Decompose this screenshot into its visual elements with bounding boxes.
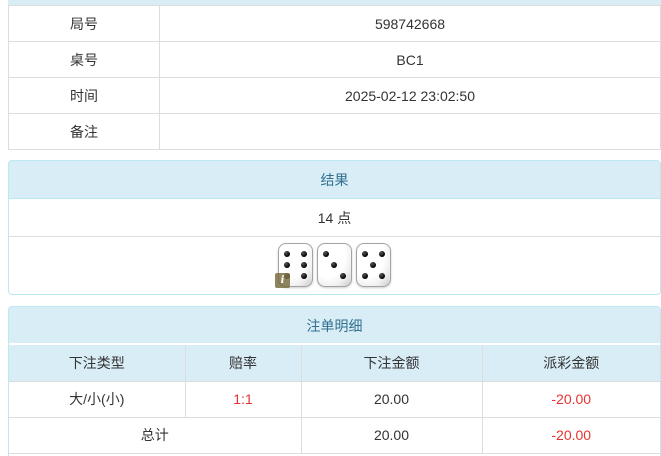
dice-row: i	[9, 237, 660, 293]
total-payout-amount: -20.00	[481, 416, 660, 454]
table-header-row: 下注类型 赔率 下注金额 派彩金额	[9, 345, 660, 382]
time-label: 时间	[8, 77, 160, 114]
round-id-label: 局号	[8, 5, 160, 42]
col-header-bet-type: 下注类型	[9, 345, 186, 382]
die-3-icon	[317, 243, 352, 287]
table-row: 大/小(小) 1:1 20.00 -20.00	[9, 380, 660, 418]
table-row: 时间 2025-02-12 23:02:50	[8, 77, 661, 114]
table-id-value: BC1	[159, 41, 661, 78]
bet-type: 大/小(小)	[9, 380, 186, 418]
result-points: 14 点	[9, 199, 660, 237]
info-badge-icon[interactable]: i	[275, 273, 290, 288]
table-id-label: 桌号	[8, 41, 160, 78]
result-panel: 结果 14 点 i	[8, 160, 661, 295]
col-header-odds: 赔率	[184, 345, 302, 382]
remark-label: 备注	[8, 113, 160, 150]
bet-details-title: 注单明细	[9, 307, 660, 345]
col-header-bet-amount: 下注金额	[300, 345, 483, 382]
total-bet-amount: 20.00	[300, 416, 483, 454]
bet-details-panel: 注单明细 下注类型 赔率 下注金额 派彩金额 大/小(小) 1:1 20.00 …	[8, 306, 661, 456]
remark-value	[159, 113, 661, 150]
table-row: 局号 598742668	[8, 5, 661, 42]
col-header-payout-amount: 派彩金额	[481, 345, 660, 382]
table-row: 备注	[8, 113, 661, 150]
payout-amount: -20.00	[481, 380, 660, 418]
game-info-table: 局号 598742668 桌号 BC1 时间 2025-02-12 23:02:…	[8, 5, 661, 150]
bet-odds: 1:1	[184, 380, 302, 418]
result-panel-title: 结果	[9, 161, 660, 199]
round-id-value: 598742668	[159, 5, 661, 42]
die-6-icon: i	[275, 243, 313, 288]
cutoff-header-strip	[8, 0, 661, 5]
bet-details-table: 下注类型 赔率 下注金额 派彩金额 大/小(小) 1:1 20.00 -20.0…	[9, 345, 660, 454]
die-5-icon	[356, 243, 391, 287]
total-label: 总计	[9, 416, 302, 454]
time-value: 2025-02-12 23:02:50	[159, 77, 661, 114]
table-row: 桌号 BC1	[8, 41, 661, 78]
bet-amount: 20.00	[300, 380, 483, 418]
total-row: 总计 20.00 -20.00	[9, 416, 660, 454]
